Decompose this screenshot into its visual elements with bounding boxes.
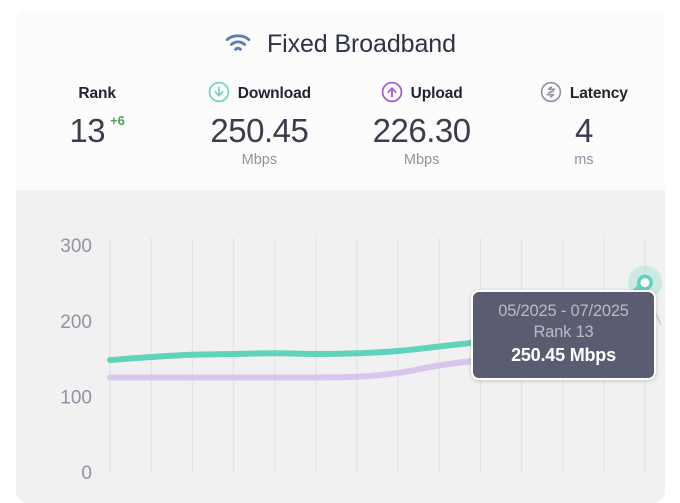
metric-download-unit: Mbps bbox=[241, 152, 278, 169]
metric-rank-label: Rank bbox=[78, 85, 116, 102]
metric-upload-unit: Mbps bbox=[403, 152, 440, 169]
latency-circle-icon bbox=[540, 81, 562, 108]
metric-latency-unit: ms bbox=[574, 152, 594, 169]
metrics-row: Rank 13 +6 bbox=[16, 81, 665, 169]
metric-upload-value-wrap: 226.30 bbox=[373, 110, 471, 151]
metric-rank: Rank 13 +6 bbox=[16, 82, 178, 152]
metric-upload-value: 226.30 bbox=[372, 112, 471, 149]
tooltip-rank: Rank 13 bbox=[533, 323, 594, 342]
metric-latency-label: Latency bbox=[569, 85, 628, 102]
metric-rank-value: 13 bbox=[69, 112, 106, 149]
metric-download-value-wrap: 250.45 bbox=[210, 110, 308, 151]
metric-upload: Upload 226.30 Mbps bbox=[341, 81, 503, 169]
metric-rank-value-wrap: 13 +6 bbox=[69, 110, 125, 151]
metric-latency: Latency 4 ms bbox=[503, 81, 665, 169]
summary-card: Fixed Broadband Rank 13 +6 bbox=[16, 10, 665, 190]
svg-text:300: 300 bbox=[60, 236, 92, 257]
chart-y-axis-labels: 0 100 200 300 bbox=[60, 236, 92, 484]
metric-rank-head: Rank bbox=[78, 82, 116, 106]
wifi-icon bbox=[225, 33, 251, 62]
metric-download-label: Download bbox=[237, 85, 311, 102]
svg-text:200: 200 bbox=[60, 312, 92, 333]
metric-upload-label: Upload bbox=[410, 85, 463, 102]
metric-latency-head: Latency bbox=[540, 81, 628, 108]
metric-latency-value: 4 bbox=[574, 112, 593, 149]
page-title: Fixed Broadband bbox=[16, 30, 665, 62]
metric-download-head: Download bbox=[208, 81, 311, 108]
metric-latency-value-wrap: 4 bbox=[575, 110, 593, 151]
page-title-text: Fixed Broadband bbox=[266, 30, 456, 58]
broadband-panel: Fixed Broadband Rank 13 +6 bbox=[16, 10, 665, 503]
metric-download: Download 250.45 Mbps bbox=[178, 81, 340, 169]
speed-history-chart[interactable]: 0 100 200 300 05/2025 - 07/2025 Rank 13 250… bbox=[16, 190, 665, 503]
upload-circle-icon bbox=[381, 81, 403, 108]
metric-rank-delta: +6 bbox=[110, 113, 125, 128]
svg-text:0: 0 bbox=[81, 463, 92, 484]
metric-download-value: 250.45 bbox=[210, 112, 309, 149]
chart-tooltip: 05/2025 - 07/2025 Rank 13 250.45 Mbps bbox=[471, 290, 656, 380]
tooltip-value: 250.45 Mbps bbox=[511, 345, 616, 366]
tooltip-date-range: 05/2025 - 07/2025 bbox=[498, 302, 629, 320]
download-circle-icon bbox=[208, 81, 230, 108]
svg-text:100: 100 bbox=[60, 387, 92, 408]
metric-upload-head: Upload bbox=[381, 81, 463, 108]
